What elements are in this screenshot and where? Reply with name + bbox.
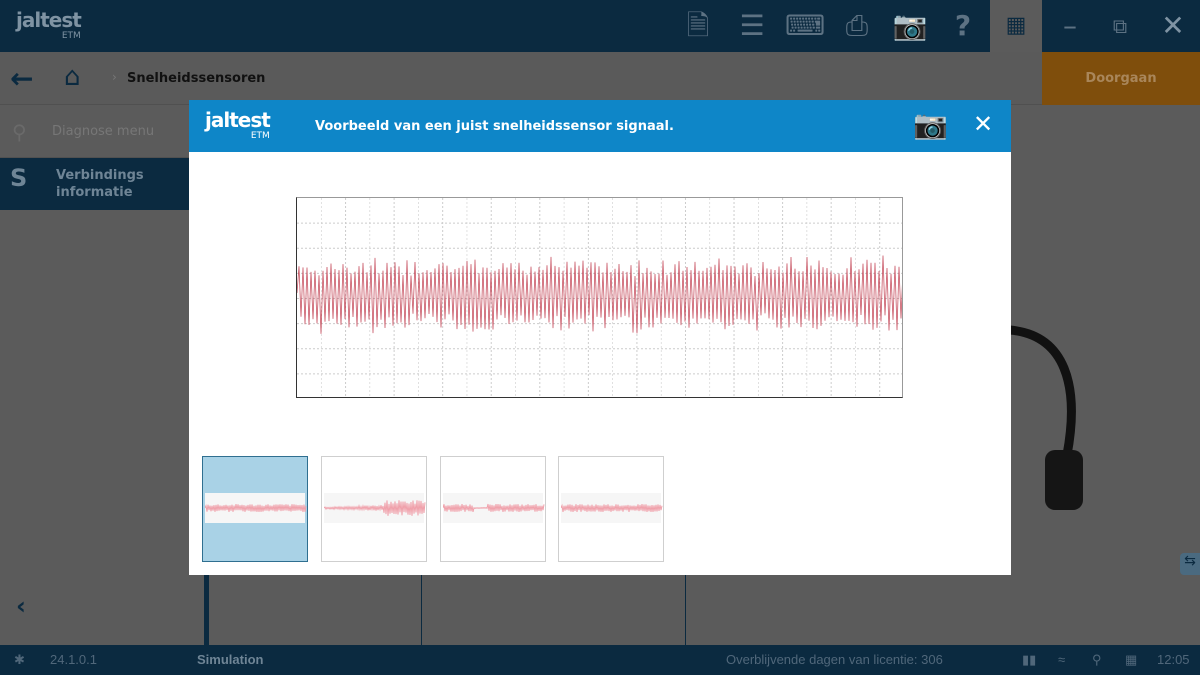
mode-text: Simulation bbox=[197, 652, 264, 667]
grid-icon[interactable]: ▦ bbox=[990, 0, 1042, 52]
logo-text: jaltest bbox=[205, 108, 271, 132]
top-bar: jaltest ETM 🗎 ☰ ⌨ ⎙ 📷 ? ▦ – ⧉ ✕ bbox=[0, 0, 1200, 52]
bluetooth-icon: ✱ bbox=[14, 652, 25, 667]
calendar-icon: ▦ bbox=[1125, 652, 1138, 667]
search-device-icon[interactable]: ⚲ bbox=[1092, 652, 1102, 667]
thumbnail-trace bbox=[323, 500, 426, 516]
status-bar: ✱ 24.1.0.1 Simulation Overblijvende dage… bbox=[0, 645, 1200, 675]
close-icon[interactable]: ✕ bbox=[1161, 9, 1185, 42]
collapse-sidebar-chevron-icon[interactable]: ‹ bbox=[16, 592, 26, 620]
thumbnail-trace bbox=[204, 503, 307, 513]
sidebar-item-label: Verbindings bbox=[56, 168, 144, 183]
dialog-title: Voorbeeld van een juist snelheidssensor … bbox=[315, 119, 674, 134]
thumbnail-1[interactable] bbox=[202, 456, 308, 562]
thumbnail-trace bbox=[560, 503, 663, 513]
sensor-cable-image bbox=[1009, 325, 1083, 510]
signal-example-dialog: jaltest ETM Voorbeeld van een juist snelh… bbox=[189, 100, 1011, 575]
signal-waveform-image bbox=[296, 197, 903, 398]
back-arrow-icon[interactable]: ← bbox=[10, 62, 34, 95]
list-icon[interactable]: ☰ bbox=[739, 9, 765, 42]
connector-icon: S bbox=[10, 164, 28, 192]
screenshot-camera-icon[interactable]: 📷 bbox=[913, 108, 948, 141]
remote-support-icon[interactable]: ⇆ bbox=[1180, 553, 1200, 575]
help-icon[interactable]: ? bbox=[954, 9, 972, 42]
thumbnail-3[interactable] bbox=[440, 456, 546, 562]
thumbnail-2[interactable] bbox=[321, 456, 427, 562]
divider bbox=[204, 575, 209, 645]
divider bbox=[685, 575, 686, 645]
battery-icon: ▮▮ bbox=[1022, 652, 1037, 667]
thumbnail-4[interactable] bbox=[558, 456, 664, 562]
dialog-logo: jaltest ETM bbox=[205, 108, 271, 142]
restore-icon[interactable]: ⧉ bbox=[1112, 14, 1128, 38]
breadcrumb-current: Snelheidssensoren bbox=[127, 71, 266, 86]
logo-sub: ETM bbox=[61, 31, 81, 41]
version-text: 24.1.0.1 bbox=[50, 652, 97, 667]
home-icon[interactable]: ⌂ bbox=[64, 62, 81, 92]
app-logo: jaltest ETM bbox=[16, 8, 82, 42]
printer-icon[interactable]: ⎙ bbox=[845, 9, 869, 42]
sidebar-item-label: informatie bbox=[56, 185, 133, 200]
license-text: Overblijvende dagen van licentie: 306 bbox=[726, 652, 943, 667]
logo-sub: ETM bbox=[250, 131, 270, 141]
report-icon[interactable]: 🗎 bbox=[686, 9, 710, 42]
close-dialog-icon[interactable]: ✕ bbox=[973, 110, 994, 138]
sidebar-item-diagnose-menu[interactable]: ⚲ Diagnose menu bbox=[0, 106, 190, 158]
divider bbox=[421, 575, 422, 645]
wifi-icon: ≈ bbox=[1058, 652, 1066, 667]
sidebar-item-label: Diagnose menu bbox=[52, 124, 155, 139]
breadcrumb: ← ⌂ › Snelheidssensoren bbox=[0, 52, 1200, 105]
dialog-header: jaltest ETM Voorbeeld van een juist snelh… bbox=[189, 100, 1011, 152]
chevron-right-icon: › bbox=[112, 70, 117, 84]
minimize-icon[interactable]: – bbox=[1063, 9, 1077, 42]
logo-text: jaltest bbox=[16, 8, 82, 32]
clock-text: 12:05 bbox=[1157, 652, 1190, 667]
keyboard-icon[interactable]: ⌨ bbox=[785, 9, 826, 42]
camera-icon[interactable]: 📷 bbox=[892, 9, 928, 42]
continue-button[interactable]: Doorgaan bbox=[1042, 52, 1200, 105]
sidebar-item-connection-info[interactable]: S Verbindings informatie bbox=[0, 158, 190, 210]
diagnose-icon: ⚲ bbox=[12, 120, 27, 144]
signal-trace bbox=[297, 255, 902, 334]
thumbnail-trace bbox=[442, 503, 545, 513]
